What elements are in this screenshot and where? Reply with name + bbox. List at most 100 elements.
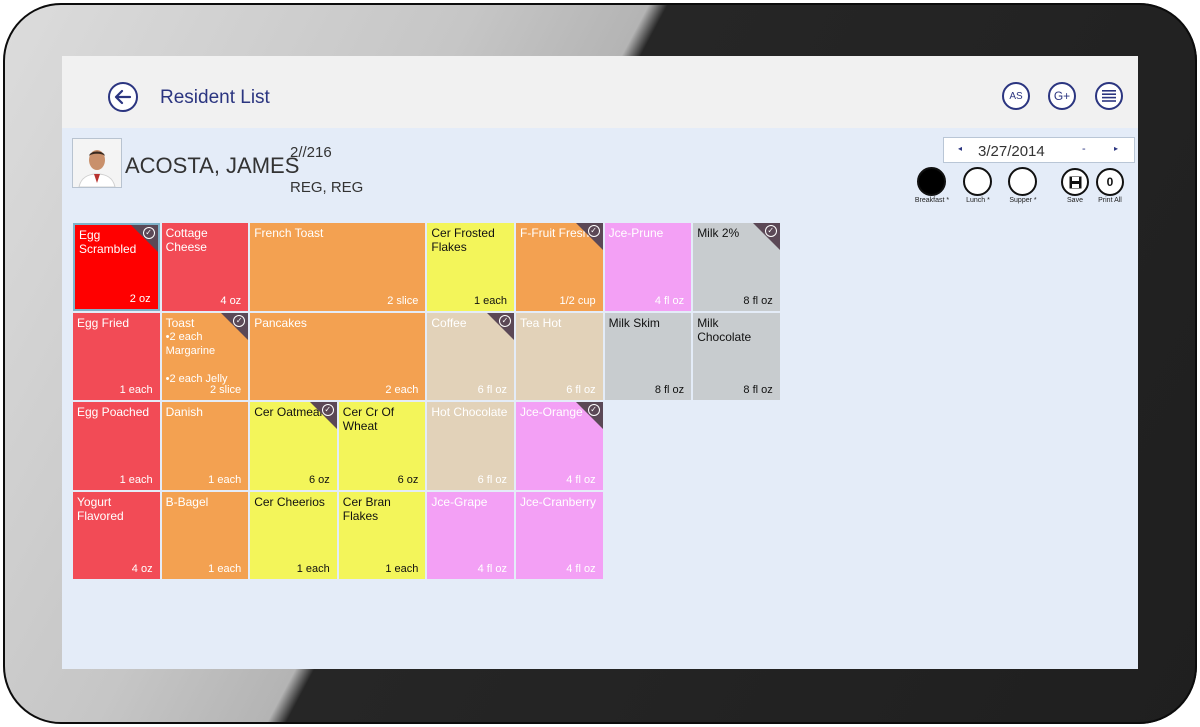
menu-item-quantity: 4 fl oz xyxy=(654,294,685,307)
date-picker[interactable]: ◂ 3/27/2014 - ▸ xyxy=(943,137,1135,163)
top-bar: Resident List AS G+ xyxy=(62,56,1138,128)
menu-item-tile[interactable]: Coffee 6 fl oz ✓ xyxy=(427,312,514,401)
menu-item-name: Cer Frosted Flakes xyxy=(431,226,495,254)
menu-item-quantity: 8 fl oz xyxy=(743,294,773,307)
menu-item-tile[interactable]: Milk 2% 8 fl oz ✓ xyxy=(693,223,780,311)
menu-item-name: Cer Bran Flakes xyxy=(342,494,391,523)
menu-item-tile[interactable]: Jce-Grape 4 fl oz xyxy=(427,491,514,580)
meal-lunch-label: Lunch * xyxy=(966,197,990,204)
save-icon xyxy=(1069,176,1081,188)
menu-item-name: Egg Poached xyxy=(77,405,150,420)
menu-item-tile[interactable]: Cer Oatmeal 6 oz ✓ xyxy=(250,402,337,490)
menu-item-name: Yogurt Flavored xyxy=(77,494,124,523)
save-label: Save xyxy=(1067,197,1083,204)
meal-lunch-button[interactable] xyxy=(963,167,992,196)
menu-item-quantity: 2 slice xyxy=(210,384,242,397)
menu-item-quantity: 1 each xyxy=(208,473,242,486)
menu-item-name: French Toast xyxy=(254,226,324,240)
date-minus-icon[interactable]: - xyxy=(1082,143,1086,155)
menu-item-quantity: 4 fl oz xyxy=(566,473,596,486)
menu-item-tile[interactable]: Egg Poached 1 each xyxy=(73,402,160,490)
date-next-icon[interactable]: ▸ xyxy=(1114,144,1119,153)
menu-item-quantity: 4 oz xyxy=(220,294,242,307)
as-button[interactable]: AS xyxy=(1002,82,1030,110)
list-icon xyxy=(1102,90,1116,102)
menu-item-tile[interactable]: Tea Hot 6 fl oz xyxy=(516,312,603,401)
date-value: 3/27/2014 xyxy=(978,143,1045,160)
print-all-button[interactable]: 0 xyxy=(1096,168,1124,196)
resident-diet: REG, REG xyxy=(290,179,364,196)
check-circle-icon: ✓ xyxy=(587,225,600,237)
menu-item-name: Cer Cr Of Wheat xyxy=(342,405,395,434)
menu-item-tile[interactable]: Cer Bran Flakes 1 each xyxy=(338,491,426,580)
meal-supper-label: Supper * xyxy=(1009,197,1037,204)
check-circle-icon: ✓ xyxy=(498,314,511,327)
menu-item-tile[interactable]: Cer Cr Of Wheat 6 oz xyxy=(338,402,426,490)
menu-item-quantity: 8 fl oz xyxy=(743,384,773,397)
menu-item-quantity: 1 each xyxy=(119,473,153,486)
resident-room: 2//216 xyxy=(290,144,332,161)
meal-breakfast-label: Breakfast * xyxy=(914,197,950,204)
menu-item-name: Danish xyxy=(165,405,203,420)
menu-item-tile[interactable]: Pancakes 2 each xyxy=(250,312,426,401)
resident-name: ACOSTA, JAMES xyxy=(125,153,300,178)
menu-item-tile[interactable]: Jce-Cranberry 4 fl oz xyxy=(516,491,603,580)
menu-item-quantity: 8 fl oz xyxy=(654,384,685,397)
menu-item-name: Jce-Prune xyxy=(608,226,664,240)
check-circle-icon: ✓ xyxy=(764,225,777,237)
menu-item-tile[interactable]: Egg Fried 1 each xyxy=(73,312,160,401)
menu-item-quantity: 1 each xyxy=(208,563,242,576)
menu-item-name: Egg Scrambled xyxy=(79,228,137,256)
back-button[interactable] xyxy=(108,82,138,112)
menu-item-quantity: 6 fl oz xyxy=(477,384,507,397)
menu-item-quantity: 6 oz xyxy=(308,473,330,486)
menu-item-tile[interactable]: Egg Scrambled 2 oz ✓ xyxy=(73,223,160,311)
menu-item-note: •2 each Margarine xyxy=(165,330,216,357)
menu-item-quantity: 2 each xyxy=(385,384,419,397)
menu-item-quantity: 1 each xyxy=(473,294,507,307)
menu-item-tile[interactable]: Hot Chocolate 6 fl oz xyxy=(427,402,514,490)
menu-item-name: Jce-Orange xyxy=(520,405,583,420)
menu-item-name: Milk Chocolate xyxy=(697,315,752,344)
menu-item-name: Hot Chocolate xyxy=(431,405,508,420)
menu-item-name: Coffee xyxy=(431,315,467,330)
menu-item-name: Tea Hot xyxy=(520,315,562,330)
menu-item-quantity: 1/2 cup xyxy=(559,294,596,307)
menu-item-tile[interactable]: Toast •2 each Margarine •2 each Jelly 2 sli… xyxy=(161,312,249,401)
date-prev-icon[interactable]: ◂ xyxy=(958,144,963,153)
meal-supper-button[interactable] xyxy=(1008,167,1037,196)
avatar xyxy=(72,138,122,188)
check-circle-icon: ✓ xyxy=(142,227,155,239)
menu-item-tile[interactable]: Jce-Orange 4 fl oz ✓ xyxy=(516,402,603,490)
menu-item-quantity: 4 fl oz xyxy=(566,563,596,576)
menu-button[interactable] xyxy=(1095,82,1123,110)
gplus-button[interactable]: G+ xyxy=(1048,82,1076,110)
menu-item-tile[interactable]: Jce-Prune 4 fl oz xyxy=(604,223,692,311)
menu-item-name: Jce-Grape xyxy=(431,494,488,509)
menu-item-tile[interactable]: Danish 1 each xyxy=(161,402,249,490)
menu-item-tile[interactable]: Cer Frosted Flakes 1 each xyxy=(427,223,514,311)
menu-item-name: Cottage Cheese xyxy=(165,226,208,254)
app-screen: Resident List AS G+ ACOSTA, JAMES 2//216… xyxy=(62,56,1138,669)
menu-item-tile[interactable]: Cer Cheerios 1 each xyxy=(250,491,337,580)
menu-item-tile[interactable]: F-Fruit Fresh 1/2 cup ✓ xyxy=(516,223,603,311)
menu-item-tile[interactable]: B-Bagel 1 each xyxy=(161,491,249,580)
menu-item-tile[interactable]: Milk Chocolate 8 fl oz xyxy=(693,312,780,401)
page-title: Resident List xyxy=(160,87,270,108)
menu-item-tile[interactable]: Cottage Cheese 4 oz xyxy=(161,223,249,311)
menu-item-note: •2 each Jelly xyxy=(165,372,228,385)
menu-item-tile[interactable]: Yogurt Flavored 4 oz xyxy=(73,491,160,580)
person-photo-icon xyxy=(73,139,121,187)
check-circle-icon: ✓ xyxy=(321,404,334,417)
menu-item-quantity: 1 each xyxy=(119,384,153,397)
menu-item-name: B-Bagel xyxy=(165,494,209,509)
menu-item-quantity: 2 oz xyxy=(129,292,151,305)
menu-item-name: Milk 2% xyxy=(697,226,740,240)
menu-item-quantity: 6 oz xyxy=(397,473,419,486)
menu-item-quantity: 4 oz xyxy=(131,563,153,576)
meal-breakfast-button[interactable] xyxy=(917,167,946,196)
save-button[interactable] xyxy=(1061,168,1089,196)
menu-item-tile[interactable]: French Toast 2 slice xyxy=(250,223,426,311)
menu-item-tile[interactable]: Milk Skim 8 fl oz xyxy=(604,312,692,401)
menu-item-name: Pancakes xyxy=(254,315,307,330)
